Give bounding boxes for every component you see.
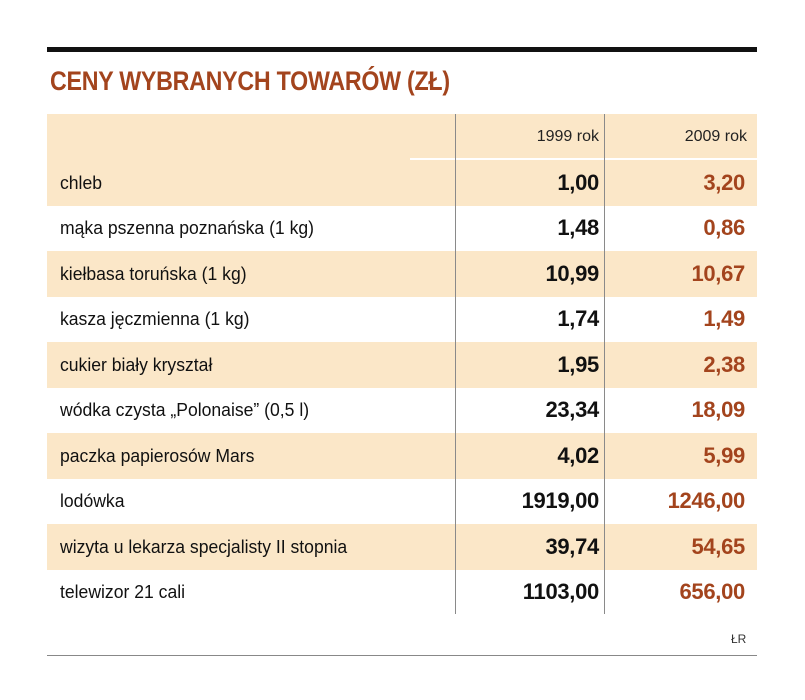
row-label: kiełbasa toruńska (1 kg) <box>60 262 247 284</box>
source-credit: ŁR <box>731 632 747 646</box>
table-row: kiełbasa toruńska (1 kg) 10,99 10,67 <box>47 251 757 297</box>
value-2009: 0,86 <box>703 215 745 241</box>
row-label: paczka papierosów Mars <box>60 444 255 466</box>
value-2009: 2,38 <box>703 351 745 377</box>
price-table: 1999 rok 2009 rok chleb 1,00 3,20 mąka psze… <box>47 114 757 615</box>
column-divider-1 <box>455 114 456 614</box>
table-row: chleb 1,00 3,20 <box>47 160 757 206</box>
table-row: paczka papierosów Mars 4,02 5,99 <box>47 433 757 479</box>
value-2009: 10,67 <box>691 260 745 286</box>
header-row: 1999 rok 2009 rok <box>47 114 757 160</box>
row-label: mąka pszenna poznańska (1 kg) <box>60 217 315 239</box>
bottom-rule <box>47 655 757 656</box>
row-label: chleb <box>60 171 103 193</box>
row-label: kasza jęczmienna (1 kg) <box>60 308 250 330</box>
table-row: wizyta u lekarza specjalisty II stopnia 3… <box>47 524 757 570</box>
column-header-1999: 1999 rok <box>536 128 599 145</box>
table-title: CENY WYBRANYCH TOWARÓW (ZŁ) <box>50 66 450 96</box>
row-label: wódka czysta „Polonaise” (0,5 l) <box>60 399 310 421</box>
value-1999: 1919,00 <box>521 488 600 514</box>
column-header-2009: 2009 rok <box>684 128 747 145</box>
table-row: wódka czysta „Polonaise” (0,5 l) 23,34 18,… <box>47 388 757 434</box>
table-row: kasza jęczmienna (1 kg) 1,74 1,49 <box>47 297 757 343</box>
value-2009: 1,49 <box>703 306 745 332</box>
value-2009: 3,20 <box>703 169 745 195</box>
table-row: mąka pszenna poznańska (1 kg) 1,48 0,86 <box>47 206 757 252</box>
header-separator <box>410 158 757 160</box>
value-1999: 1103,00 <box>522 579 600 605</box>
table-row: lodówka 1919,00 1246,00 <box>47 479 757 525</box>
value-2009: 5,99 <box>703 442 745 468</box>
top-rule <box>47 47 757 52</box>
value-1999: 39,74 <box>545 533 599 559</box>
value-2009: 1246,00 <box>667 488 746 514</box>
value-1999: 1,95 <box>557 351 599 377</box>
row-label: telewizor 21 cali <box>60 581 186 603</box>
value-1999: 10,99 <box>545 260 599 286</box>
value-2009: 54,65 <box>691 533 745 559</box>
value-1999: 23,34 <box>545 397 599 423</box>
value-2009: 656,00 <box>679 579 746 605</box>
value-1999: 1,74 <box>557 306 599 332</box>
value-2009: 18,09 <box>691 397 745 423</box>
value-1999: 1,00 <box>557 169 599 195</box>
row-label: cukier biały kryształ <box>60 353 213 375</box>
value-1999: 1,48 <box>557 215 599 241</box>
column-divider-2 <box>604 114 605 614</box>
table-row: cukier biały kryształ 1,95 2,38 <box>47 342 757 388</box>
row-label: wizyta u lekarza specjalisty II stopnia <box>60 535 348 557</box>
value-1999: 4,02 <box>557 442 599 468</box>
table-row: telewizor 21 cali 1103,00 656,00 <box>47 570 757 616</box>
row-label: lodówka <box>60 490 125 512</box>
